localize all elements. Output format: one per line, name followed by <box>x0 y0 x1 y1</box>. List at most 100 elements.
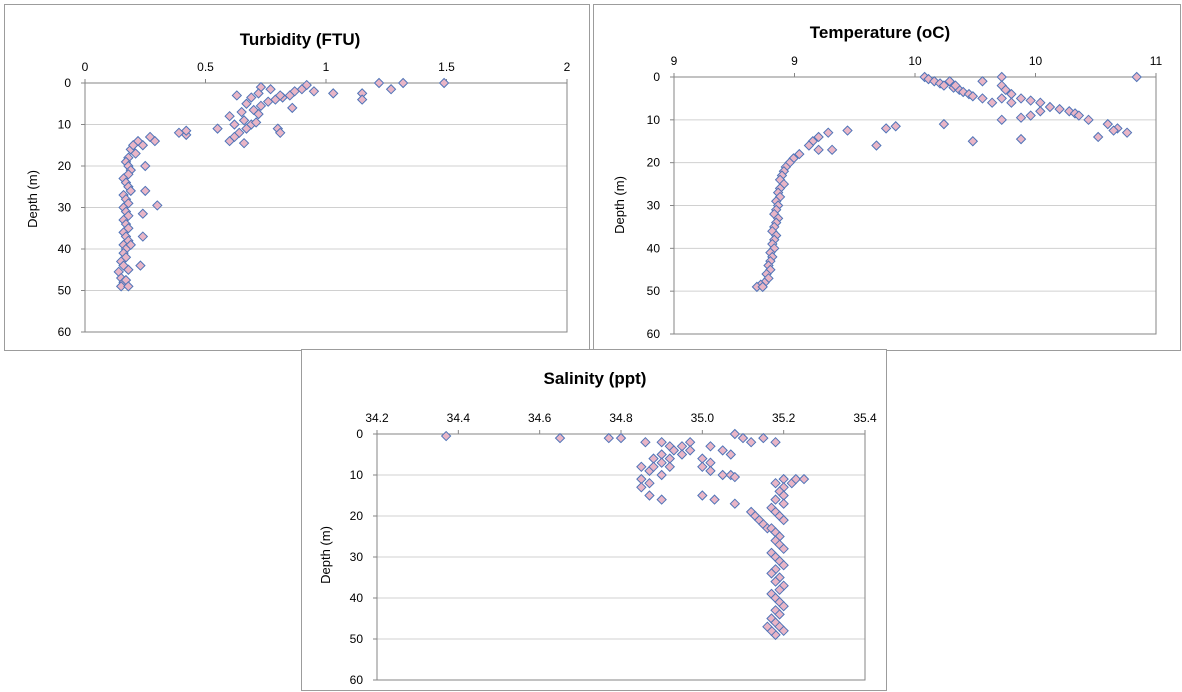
y-tick-label: 10 <box>647 113 661 127</box>
x-tick-label: 11 <box>1150 54 1163 68</box>
data-point <box>664 461 676 473</box>
data-point <box>823 127 834 138</box>
data-point <box>1044 101 1056 113</box>
data-point <box>1083 114 1094 126</box>
data-point <box>790 473 802 485</box>
data-point <box>253 108 264 120</box>
data-point <box>684 445 696 456</box>
data-point <box>967 136 979 147</box>
x-tick-label: 1 <box>323 60 330 74</box>
y-axis-title: Depth (m) <box>612 176 627 234</box>
data-point <box>125 185 136 197</box>
data-point <box>640 436 651 448</box>
x-tick-label: 10 <box>1029 54 1043 68</box>
data-point <box>697 490 708 501</box>
data-point <box>1131 71 1142 83</box>
data-point <box>737 432 749 444</box>
data-point <box>149 135 161 147</box>
data-point <box>241 123 252 134</box>
data-point <box>229 119 240 130</box>
data-point <box>1015 112 1027 123</box>
data-point <box>115 281 127 292</box>
data-point <box>1035 97 1046 108</box>
y-tick-label: 30 <box>350 550 364 564</box>
data-point <box>356 94 368 105</box>
data-point <box>745 436 757 448</box>
data-point <box>1054 103 1065 115</box>
data-point <box>996 93 1007 104</box>
y-tick-label: 60 <box>647 327 661 341</box>
x-tick-label: 34.6 <box>528 411 552 425</box>
data-point <box>668 445 680 456</box>
data-point <box>778 498 789 509</box>
data-point <box>717 445 728 456</box>
temperature-chart: Temperature (oC) Depth (m) 0 10 20 30 40 50 60… <box>612 23 1163 341</box>
data-point <box>648 461 659 473</box>
data-point <box>238 137 250 149</box>
data-point <box>705 441 716 452</box>
data-point <box>262 96 274 107</box>
x-tick-label: 2 <box>564 60 571 74</box>
data-point <box>729 471 741 483</box>
temperature-chart-panel: Temperature (oC) Depth (m) 0 10 20 30 40 50 60… <box>593 4 1181 351</box>
data-point <box>977 93 988 104</box>
data-point <box>950 80 961 91</box>
data-point <box>957 86 969 98</box>
chart-title: Temperature (oC) <box>810 23 950 42</box>
y-tick-label: 30 <box>58 201 72 215</box>
data-point <box>697 461 708 473</box>
data-point <box>181 125 192 136</box>
data-point <box>794 148 805 160</box>
chart-title: Salinity (ppt) <box>544 369 647 388</box>
y-tick-label: 20 <box>58 159 72 173</box>
data-point <box>996 71 1007 83</box>
y-tick-label: 60 <box>350 673 364 687</box>
data-point <box>140 160 151 172</box>
x-tick-label: 35.4 <box>853 411 877 425</box>
data-point <box>123 281 134 292</box>
data-point <box>798 473 810 485</box>
x-tick-label: 34.4 <box>447 411 471 425</box>
y-tick-label: 0 <box>64 76 71 90</box>
data-point <box>438 77 450 89</box>
data-point <box>373 77 385 89</box>
data-point <box>1108 125 1119 136</box>
y-tick-label: 40 <box>647 241 661 255</box>
data-point <box>986 97 998 108</box>
data-point <box>130 148 141 159</box>
data-point <box>967 91 979 102</box>
data-point <box>1073 110 1085 121</box>
data-point <box>250 117 262 128</box>
x-tick-label: 34.8 <box>609 411 633 425</box>
y-tick-label: 50 <box>647 284 661 298</box>
turbidity-chart: Turbidity (FTU) Depth (m) 01020304050600… <box>25 30 571 339</box>
data-point <box>1025 95 1036 106</box>
y-tick-label: 60 <box>58 325 72 339</box>
data-point <box>255 100 267 112</box>
data-point <box>440 430 452 442</box>
salinity-chart: Salinity (ppt) Depth (m) 0 10 20 30 40 50 60 34… <box>318 369 877 687</box>
data-point <box>238 115 250 126</box>
data-point <box>137 140 149 151</box>
x-tick-label: 10 <box>908 54 922 68</box>
data-point <box>770 477 781 489</box>
data-point <box>826 144 838 156</box>
data-point <box>871 140 882 151</box>
data-point <box>1006 97 1017 108</box>
x-tick-label: 9 <box>671 54 678 68</box>
data-point <box>308 86 320 97</box>
data-point <box>241 98 252 109</box>
data-point <box>803 140 815 151</box>
data-point <box>636 461 647 473</box>
data-point <box>603 432 615 444</box>
data-point <box>246 92 257 103</box>
data-point <box>944 76 955 87</box>
data-point <box>1015 133 1027 145</box>
y-tick-label: 10 <box>350 468 364 482</box>
data-point <box>1092 131 1104 143</box>
data-point <box>813 144 824 156</box>
data-point <box>385 84 397 95</box>
data-point <box>938 118 950 130</box>
data-point <box>762 621 773 632</box>
y-axis-title: Depth (m) <box>25 170 40 228</box>
